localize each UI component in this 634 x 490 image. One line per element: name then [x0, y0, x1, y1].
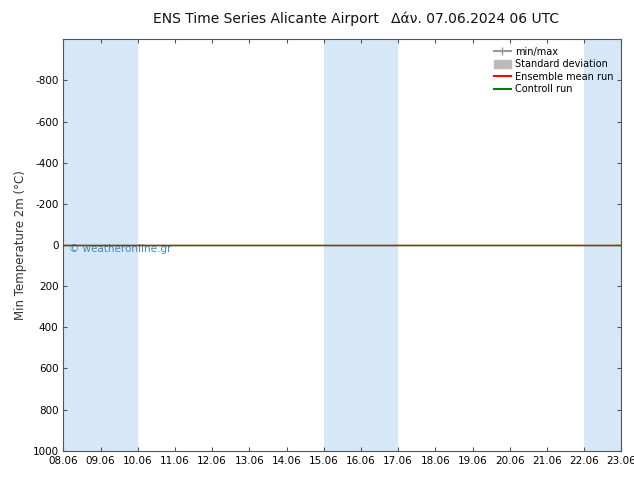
Bar	[361, 39, 398, 451]
Legend: min/max, Standard deviation, Ensemble mean run, Controll run: min/max, Standard deviation, Ensemble me…	[491, 44, 616, 97]
Text: Δάν. 07.06.2024 06 UTC: Δάν. 07.06.2024 06 UTC	[391, 12, 560, 26]
Bar	[584, 39, 621, 451]
Text: © weatheronline.gr: © weatheronline.gr	[69, 244, 171, 254]
Bar	[63, 39, 101, 451]
Bar	[101, 39, 138, 451]
Y-axis label: Min Temperature 2m (°C): Min Temperature 2m (°C)	[14, 170, 27, 320]
Text: ENS Time Series Alicante Airport: ENS Time Series Alicante Airport	[153, 12, 379, 26]
Bar	[324, 39, 361, 451]
